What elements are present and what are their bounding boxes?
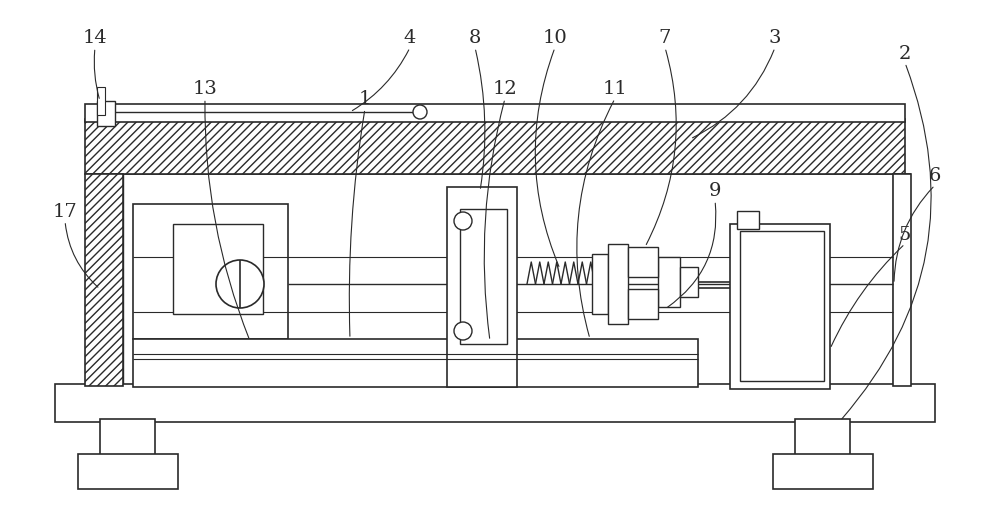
Text: 4: 4 [404,29,416,47]
Text: 7: 7 [659,29,671,47]
Bar [658,258,680,307]
Text: 1: 1 [359,90,371,108]
Bar [628,247,658,277]
Text: 5: 5 [899,225,911,243]
Text: 6: 6 [929,166,941,185]
Text: 10: 10 [543,29,567,47]
Text: 14: 14 [83,29,107,47]
Bar [773,454,873,489]
Bar [173,224,263,315]
Bar [85,105,905,123]
Bar [100,419,155,461]
Bar [97,88,105,116]
Circle shape [216,261,264,308]
Circle shape [454,322,472,341]
Circle shape [413,106,427,120]
Bar [97,102,115,127]
Bar [133,205,288,340]
Bar [447,188,517,387]
Bar [795,419,850,461]
Text: 11: 11 [603,80,627,98]
Circle shape [454,213,472,231]
Bar [680,267,698,297]
Bar [737,212,759,230]
Text: 9: 9 [709,182,721,200]
Bar [133,340,698,387]
Text: 8: 8 [469,29,481,47]
Bar [893,175,911,386]
Bar [85,175,123,386]
Bar [55,384,935,422]
Bar [592,254,608,315]
Bar [608,244,628,324]
Text: 17: 17 [53,202,77,220]
Bar [85,120,905,175]
Bar [740,232,824,381]
Bar [78,454,178,489]
Bar [460,210,507,344]
Bar [730,224,830,389]
Text: 2: 2 [899,44,911,63]
Text: 12: 12 [493,80,517,98]
Text: 3: 3 [769,29,781,47]
Text: 13: 13 [193,80,217,98]
Bar [628,290,658,319]
